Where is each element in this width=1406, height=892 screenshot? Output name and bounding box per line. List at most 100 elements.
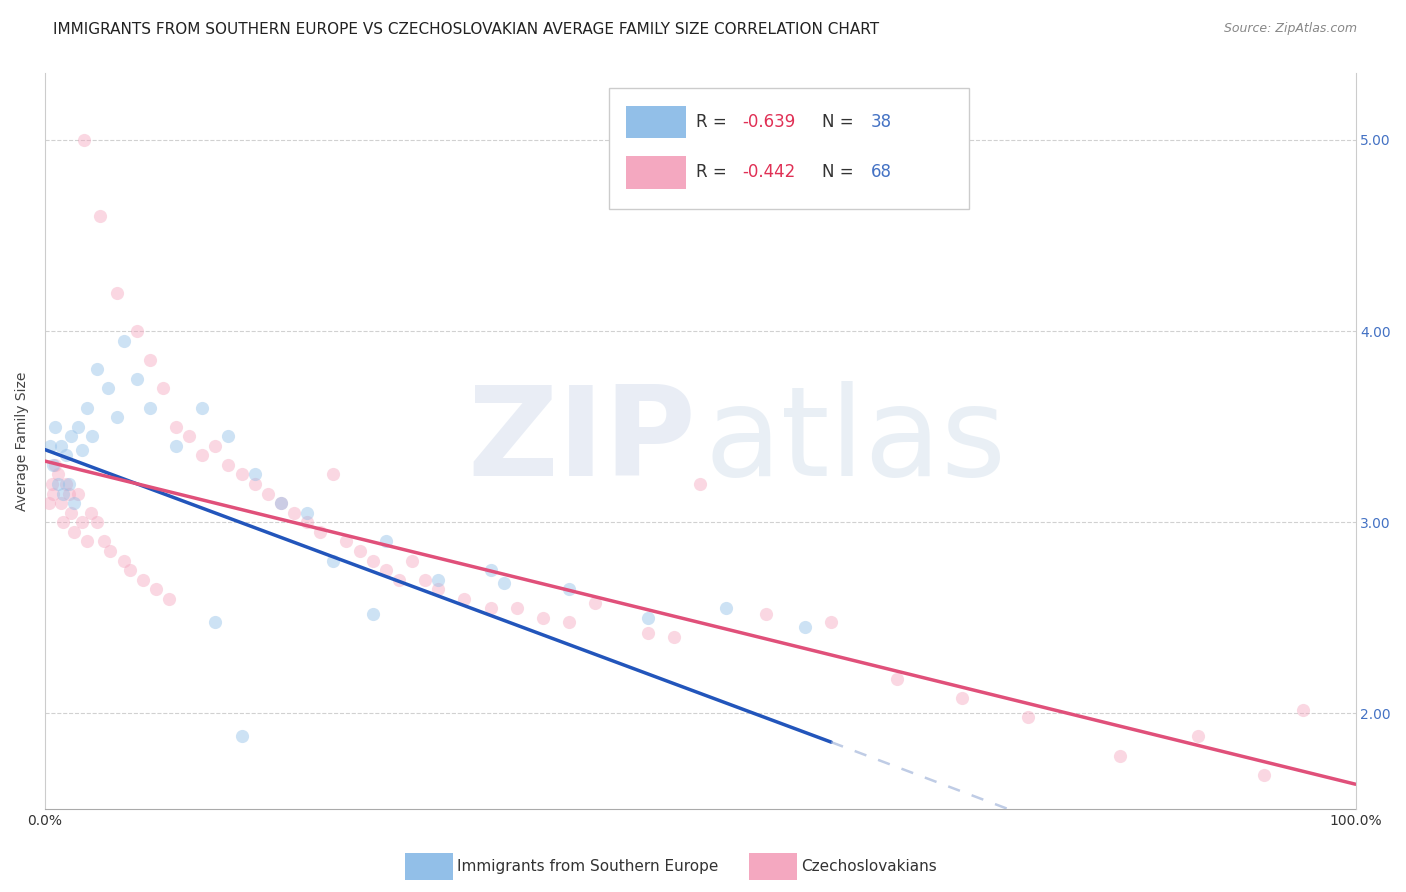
Point — [66, 419, 89, 434]
Point — [39, 439, 62, 453]
Point — [1187, 730, 1209, 744]
Point — [204, 615, 226, 629]
Point — [89, 210, 111, 224]
Point — [479, 563, 502, 577]
Text: R =: R = — [696, 163, 733, 181]
Point — [55, 449, 77, 463]
Point — [689, 477, 711, 491]
Point — [46, 477, 69, 491]
Point — [950, 691, 973, 706]
Point — [73, 133, 96, 147]
Point — [374, 534, 396, 549]
Point — [231, 730, 253, 744]
Point — [105, 410, 128, 425]
Point — [716, 601, 738, 615]
Point — [165, 439, 187, 453]
Point — [662, 630, 685, 644]
Point — [270, 496, 292, 510]
Point — [145, 582, 167, 597]
Point — [295, 516, 318, 530]
Point — [60, 506, 83, 520]
Point — [42, 486, 65, 500]
Point — [401, 553, 423, 567]
Point — [105, 285, 128, 300]
Point — [886, 672, 908, 686]
Point — [132, 573, 155, 587]
Point — [335, 534, 357, 549]
Point — [361, 553, 384, 567]
Point — [256, 486, 278, 500]
Point — [637, 626, 659, 640]
Point — [112, 334, 135, 348]
Point — [427, 573, 450, 587]
Point — [295, 506, 318, 520]
Point — [388, 573, 411, 587]
Point — [97, 381, 120, 395]
Text: Czechoslovakians: Czechoslovakians — [801, 859, 938, 873]
Point — [125, 372, 148, 386]
Point — [120, 563, 142, 577]
Point — [52, 516, 75, 530]
Text: IMMIGRANTS FROM SOUTHERN EUROPE VS CZECHOSLOVAKIAN AVERAGE FAMILY SIZE CORRELATI: IMMIGRANTS FROM SOUTHERN EUROPE VS CZECH… — [53, 22, 880, 37]
Text: N =: N = — [823, 163, 859, 181]
Point — [217, 458, 239, 472]
Text: -0.639: -0.639 — [742, 113, 796, 131]
Point — [191, 401, 214, 415]
Point — [243, 467, 266, 482]
Text: R =: R = — [696, 113, 733, 131]
Point — [44, 419, 66, 434]
Text: Immigrants from Southern Europe: Immigrants from Southern Europe — [457, 859, 718, 873]
Point — [49, 496, 72, 510]
Point — [55, 477, 77, 491]
Point — [820, 615, 842, 629]
Point — [558, 582, 581, 597]
Point — [125, 324, 148, 338]
Point — [1292, 703, 1315, 717]
Point — [531, 611, 554, 625]
Y-axis label: Average Family Size: Average Family Size — [15, 371, 30, 511]
Point — [479, 601, 502, 615]
FancyBboxPatch shape — [626, 106, 686, 138]
Text: -0.442: -0.442 — [742, 163, 796, 181]
Point — [283, 506, 305, 520]
Point — [42, 458, 65, 472]
Text: 38: 38 — [870, 113, 891, 131]
Point — [38, 496, 60, 510]
Point — [62, 524, 84, 539]
Point — [86, 362, 108, 376]
Point — [152, 381, 174, 395]
Point — [270, 496, 292, 510]
Point — [93, 534, 115, 549]
Point — [165, 419, 187, 434]
Point — [506, 601, 529, 615]
Point — [100, 544, 122, 558]
Point — [191, 449, 214, 463]
FancyBboxPatch shape — [609, 87, 969, 209]
Point — [453, 591, 475, 606]
Point — [70, 442, 93, 457]
Point — [52, 486, 75, 500]
Point — [427, 582, 450, 597]
Point — [46, 467, 69, 482]
Point — [76, 534, 98, 549]
Point — [492, 576, 515, 591]
Point — [204, 439, 226, 453]
Point — [82, 429, 104, 443]
Point — [1108, 748, 1130, 763]
Point — [243, 477, 266, 491]
Text: 68: 68 — [870, 163, 891, 181]
Point — [231, 467, 253, 482]
Text: N =: N = — [823, 113, 859, 131]
Point — [637, 611, 659, 625]
Text: atlas: atlas — [704, 381, 1007, 501]
Point — [58, 486, 80, 500]
Text: Source: ZipAtlas.com: Source: ZipAtlas.com — [1223, 22, 1357, 36]
Point — [374, 563, 396, 577]
FancyBboxPatch shape — [626, 156, 686, 188]
Point — [58, 477, 80, 491]
Point — [583, 596, 606, 610]
Point — [76, 401, 98, 415]
Point — [62, 496, 84, 510]
Point — [80, 506, 103, 520]
Point — [159, 591, 181, 606]
